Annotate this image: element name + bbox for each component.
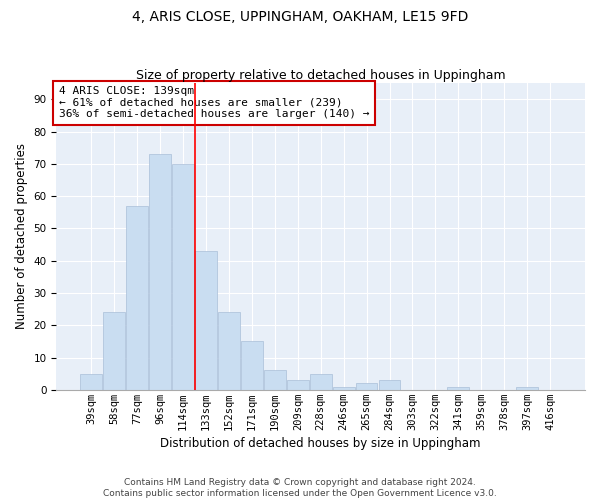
Bar bbox=[356, 384, 377, 390]
Bar bbox=[149, 154, 171, 390]
Bar bbox=[218, 312, 240, 390]
Bar bbox=[448, 386, 469, 390]
Bar bbox=[264, 370, 286, 390]
Bar bbox=[241, 342, 263, 390]
Title: Size of property relative to detached houses in Uppingham: Size of property relative to detached ho… bbox=[136, 69, 506, 82]
Text: 4, ARIS CLOSE, UPPINGHAM, OAKHAM, LE15 9FD: 4, ARIS CLOSE, UPPINGHAM, OAKHAM, LE15 9… bbox=[132, 10, 468, 24]
Bar bbox=[310, 374, 332, 390]
Bar bbox=[80, 374, 102, 390]
Bar bbox=[379, 380, 400, 390]
Bar bbox=[195, 251, 217, 390]
Bar bbox=[516, 386, 538, 390]
Bar bbox=[287, 380, 308, 390]
Bar bbox=[127, 206, 148, 390]
Bar bbox=[333, 386, 355, 390]
Y-axis label: Number of detached properties: Number of detached properties bbox=[15, 144, 28, 330]
X-axis label: Distribution of detached houses by size in Uppingham: Distribution of detached houses by size … bbox=[160, 437, 481, 450]
Text: Contains HM Land Registry data © Crown copyright and database right 2024.
Contai: Contains HM Land Registry data © Crown c… bbox=[103, 478, 497, 498]
Bar bbox=[103, 312, 125, 390]
Bar bbox=[172, 164, 194, 390]
Text: 4 ARIS CLOSE: 139sqm
← 61% of detached houses are smaller (239)
36% of semi-deta: 4 ARIS CLOSE: 139sqm ← 61% of detached h… bbox=[59, 86, 370, 120]
